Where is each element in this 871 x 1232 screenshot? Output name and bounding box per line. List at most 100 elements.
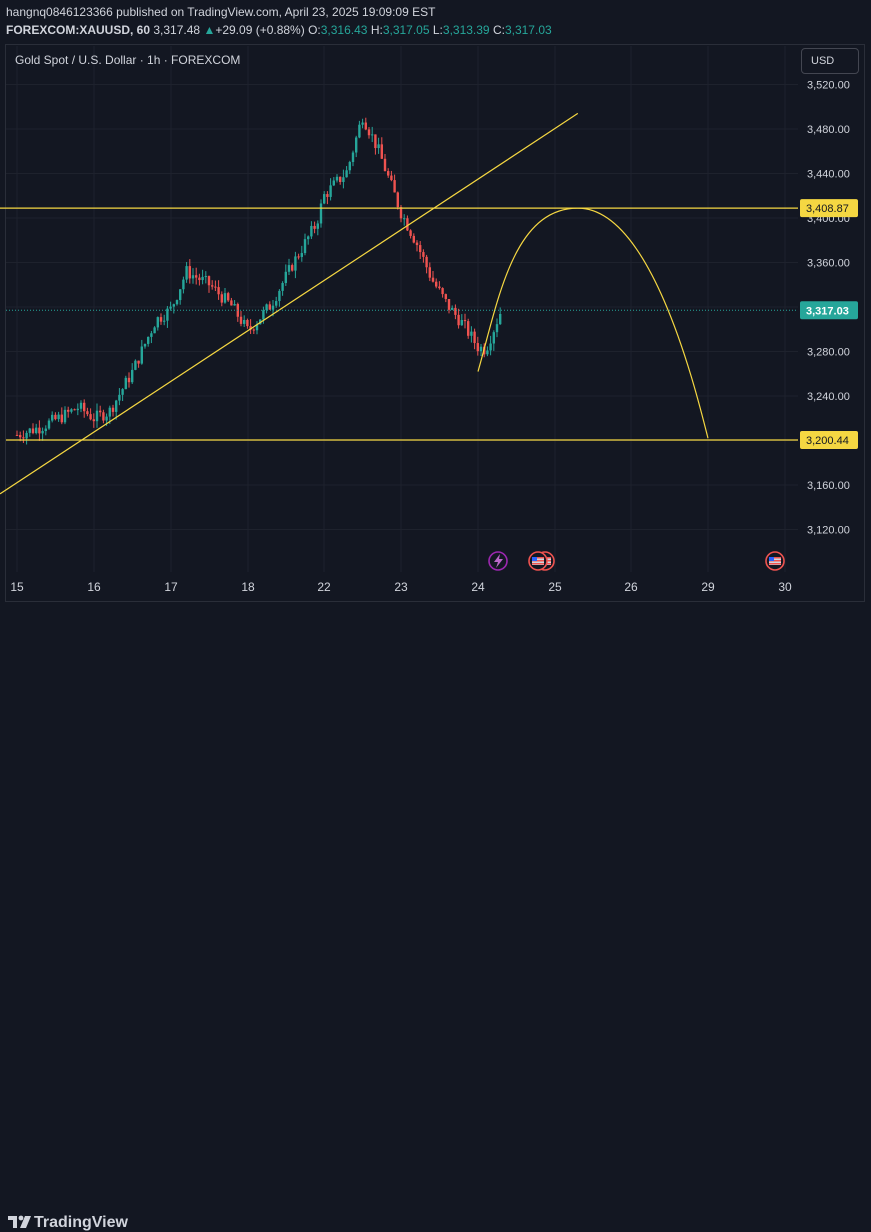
candle-body: [166, 308, 169, 321]
candle-body: [22, 437, 25, 439]
candle-body: [470, 331, 473, 336]
candle-body: [220, 294, 223, 303]
candle-body: [486, 350, 489, 355]
price-tick-label: 3,280.00: [807, 347, 850, 359]
candle-body: [227, 293, 230, 301]
candle-body: [451, 307, 454, 310]
flag-stripe: [769, 560, 781, 562]
candle-body: [41, 431, 44, 434]
candle-body: [115, 400, 118, 412]
close-label: C:: [492, 23, 505, 37]
drawings[interactable]: [0, 112, 798, 495]
change-arrow-icon: ▲: [203, 23, 216, 37]
candle-body: [159, 317, 163, 322]
candle-body: [63, 409, 67, 423]
candle-body: [207, 276, 211, 286]
projection-arc[interactable]: [477, 207, 709, 439]
candle-body: [95, 410, 99, 422]
candle-body: [15, 434, 19, 436]
candle-body: [495, 324, 499, 333]
candle-body: [294, 256, 297, 271]
flag-canton: [532, 557, 537, 561]
time-tick-label: 17: [164, 580, 178, 594]
price-chart[interactable]: 3,520.003,480.003,440.003,400.003,360.00…: [0, 0, 871, 604]
candle-body: [105, 416, 108, 421]
candle-body: [361, 122, 364, 125]
candle-body: [383, 158, 387, 172]
candle-body: [454, 307, 457, 315]
candle-body: [415, 242, 419, 246]
candle-body: [137, 360, 140, 364]
time-tick-label: 22: [317, 580, 331, 594]
candle-body: [326, 194, 329, 197]
candle-body: [399, 207, 403, 219]
low-value: 3,313.39: [442, 23, 490, 37]
candle-body: [31, 428, 35, 434]
candle-body: [108, 407, 111, 417]
candle-body: [188, 266, 191, 279]
candle-body: [153, 327, 156, 334]
candle-body: [76, 408, 79, 411]
candle-body: [425, 256, 428, 268]
candle-body: [182, 279, 185, 290]
price-axis[interactable]: 3,520.003,480.003,440.003,400.003,360.00…: [800, 80, 858, 537]
candle-body: [147, 336, 150, 344]
candle-body: [255, 324, 259, 331]
candle-body: [172, 304, 175, 307]
time-tick-label: 15: [10, 580, 24, 594]
candle-body: [463, 320, 467, 322]
time-tick-label: 18: [241, 580, 255, 594]
candle-body: [28, 428, 31, 433]
candle-body: [275, 301, 278, 306]
candle-body: [131, 369, 134, 383]
last-price-tag[interactable]: [800, 301, 858, 320]
candle-body: [163, 320, 166, 322]
candle-body: [431, 277, 435, 282]
candle-body: [300, 253, 303, 257]
level-price-tag[interactable]: [800, 431, 858, 450]
candle-body: [214, 286, 217, 288]
footer: TradingView: [0, 604, 871, 1231]
event-markers[interactable]: [488, 551, 785, 571]
candle-body: [287, 265, 291, 272]
candle-body: [143, 343, 147, 347]
candle-body: [307, 236, 310, 240]
candle-body: [435, 281, 438, 287]
candle-body: [342, 177, 345, 183]
candle-body: [351, 152, 355, 163]
candle-body: [79, 402, 83, 409]
candle-body: [329, 185, 332, 197]
candle-body: [489, 343, 492, 351]
candle-body: [246, 319, 249, 327]
candle-body: [479, 346, 483, 352]
ohlc-line: FOREXCOM:XAUUSD, 60 3,317.48 ▲+29.09 (+0…: [6, 23, 552, 37]
currency-button[interactable]: USD: [801, 48, 859, 74]
chart-frame[interactable]: [5, 44, 865, 602]
candle-body: [371, 134, 374, 136]
flag-stripe: [532, 563, 544, 565]
time-tick-label: 29: [701, 580, 715, 594]
high-value: 3,317.05: [382, 23, 430, 37]
candle-body: [348, 162, 351, 171]
trendline[interactable]: [0, 112, 579, 495]
candle-body: [262, 310, 265, 320]
candle-body: [25, 432, 28, 439]
candle-body: [134, 360, 137, 370]
flag-stripe: [532, 560, 544, 562]
candle-body: [380, 144, 383, 159]
candle-body: [278, 290, 281, 302]
candle-body: [406, 218, 409, 231]
candle-body: [492, 332, 495, 344]
candle-body: [409, 230, 412, 236]
candle-body: [390, 175, 393, 181]
candle-body: [281, 283, 284, 291]
time-axis[interactable]: 15 16 17 18 22 23 24 25 26 29 30: [10, 580, 792, 594]
flag-canton: [769, 557, 774, 561]
candle-body: [150, 333, 153, 337]
candle-body: [217, 287, 220, 295]
time-tick-label: 23: [394, 580, 408, 594]
time-tick-label: 24: [471, 580, 485, 594]
candle-body: [169, 306, 172, 309]
level-price-tag[interactable]: [800, 199, 858, 218]
change-value: +29.09 (+0.88%): [215, 23, 305, 37]
